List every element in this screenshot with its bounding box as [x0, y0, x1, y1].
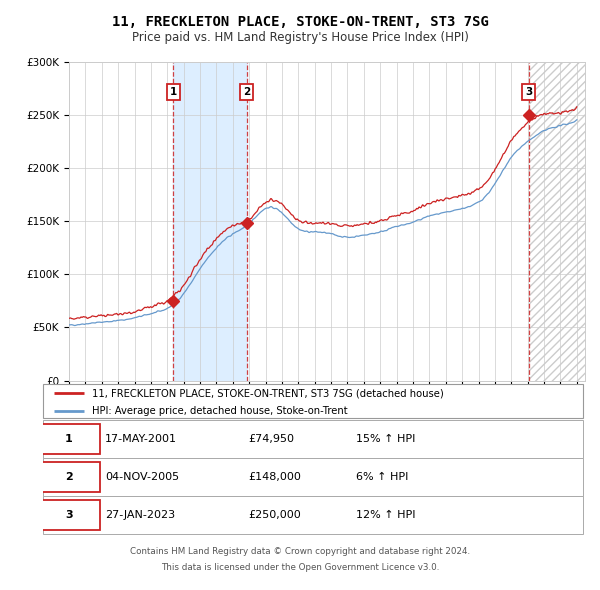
FancyBboxPatch shape: [38, 462, 100, 492]
Text: 1: 1: [170, 87, 177, 97]
Text: 2: 2: [65, 472, 73, 482]
Text: 2: 2: [243, 87, 250, 97]
Text: 6% ↑ HPI: 6% ↑ HPI: [356, 472, 409, 482]
Text: Price paid vs. HM Land Registry's House Price Index (HPI): Price paid vs. HM Land Registry's House …: [131, 31, 469, 44]
Text: 15% ↑ HPI: 15% ↑ HPI: [356, 434, 416, 444]
Text: £250,000: £250,000: [248, 510, 301, 520]
Text: 11, FRECKLETON PLACE, STOKE-ON-TRENT, ST3 7SG: 11, FRECKLETON PLACE, STOKE-ON-TRENT, ST…: [112, 15, 488, 29]
Text: This data is licensed under the Open Government Licence v3.0.: This data is licensed under the Open Gov…: [161, 563, 439, 572]
Text: 04-NOV-2005: 04-NOV-2005: [106, 472, 179, 482]
FancyBboxPatch shape: [38, 424, 100, 454]
Text: HPI: Average price, detached house, Stoke-on-Trent: HPI: Average price, detached house, Stok…: [92, 406, 347, 415]
FancyBboxPatch shape: [38, 500, 100, 530]
Text: 27-JAN-2023: 27-JAN-2023: [106, 510, 175, 520]
Text: 1: 1: [65, 434, 73, 444]
Bar: [529, 62, 585, 381]
Text: 3: 3: [525, 87, 532, 97]
Bar: [173, 62, 247, 381]
Text: Contains HM Land Registry data © Crown copyright and database right 2024.: Contains HM Land Registry data © Crown c…: [130, 547, 470, 556]
Text: £74,950: £74,950: [248, 434, 295, 444]
Bar: [529, 62, 585, 381]
Text: 12% ↑ HPI: 12% ↑ HPI: [356, 510, 416, 520]
Text: 11, FRECKLETON PLACE, STOKE-ON-TRENT, ST3 7SG (detached house): 11, FRECKLETON PLACE, STOKE-ON-TRENT, ST…: [92, 388, 443, 398]
Text: 3: 3: [65, 510, 73, 520]
Text: 17-MAY-2001: 17-MAY-2001: [106, 434, 178, 444]
Text: £148,000: £148,000: [248, 472, 301, 482]
